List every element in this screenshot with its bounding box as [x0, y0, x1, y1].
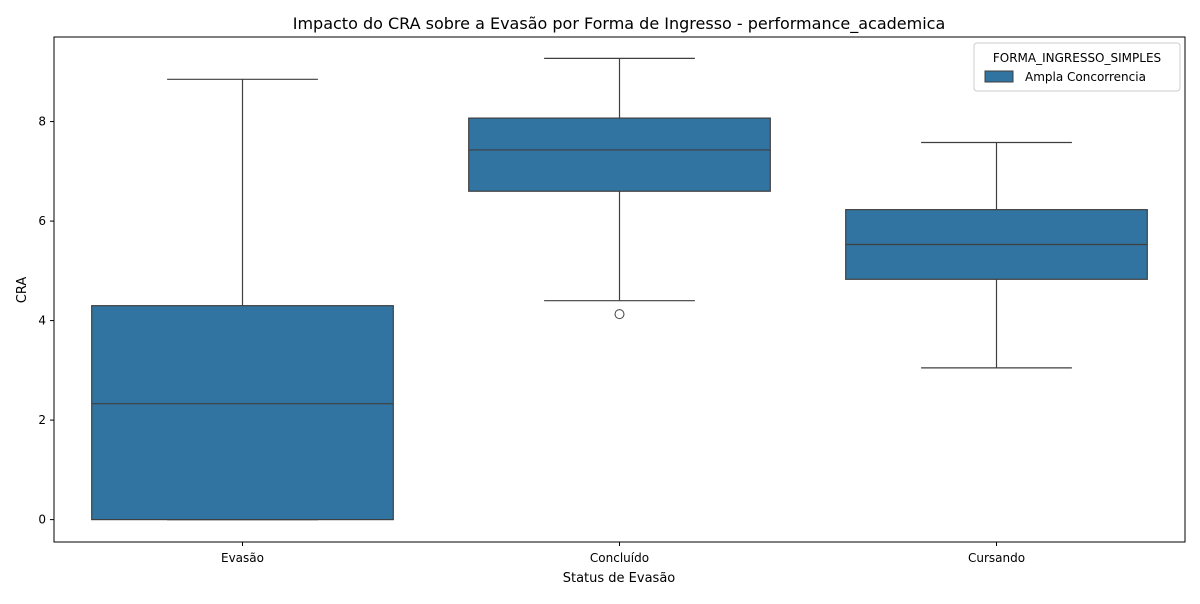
- y-tick-label: 6: [38, 214, 46, 228]
- x-tick-label: Evasão: [221, 551, 264, 565]
- y-tick-label: 8: [38, 115, 46, 129]
- x-axis-label: Status de Evasão: [563, 571, 676, 586]
- legend-frame: [973, 42, 1181, 92]
- x-tick-label: Cursando: [968, 551, 1025, 565]
- box-body: [468, 117, 771, 192]
- y-tick-label: 0: [38, 513, 46, 527]
- chart-title: Impacto do CRA sobre a Evasão por Forma …: [293, 14, 946, 34]
- y-tick-label: 2: [38, 413, 46, 427]
- legend-title: FORMA_INGRESSO_SIMPLES: [993, 51, 1161, 65]
- box-body: [91, 305, 394, 521]
- y-tick-label: 4: [38, 314, 46, 328]
- outlier-point: [614, 309, 625, 320]
- y-axis-label: CRA: [15, 277, 30, 304]
- plot-area: 0 2 4 6 8 Evasão Concluído Cursando: [38, 36, 1186, 565]
- legend: FORMA_INGRESSO_SIMPLES Ampla Concorrenci…: [973, 42, 1181, 92]
- legend-swatch: [984, 70, 1014, 83]
- legend-label: Ampla Concorrencia: [1025, 70, 1146, 84]
- x-tick-label: Concluído: [590, 551, 649, 565]
